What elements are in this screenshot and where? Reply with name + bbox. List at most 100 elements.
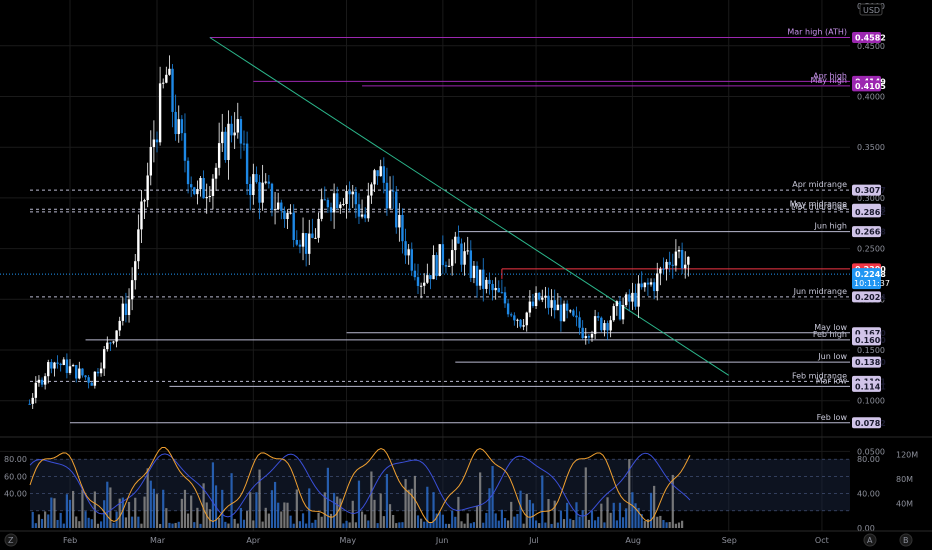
volume-bar <box>301 513 305 528</box>
volume-bar <box>547 499 550 528</box>
candle-body <box>494 287 497 291</box>
level-price-value: 0.0782 <box>855 419 886 428</box>
level-price-tag: 0.4582 <box>852 31 886 43</box>
volume-bar <box>500 509 503 528</box>
candle-body <box>177 119 180 135</box>
volume-bar <box>572 520 575 528</box>
candle-body <box>680 250 684 269</box>
volume-bar <box>668 522 671 528</box>
candle-body <box>59 363 62 365</box>
candle-body <box>497 287 500 293</box>
level-name: Mar high (ATH) <box>787 27 847 36</box>
volume-bar <box>174 522 177 528</box>
candlesticks <box>28 55 690 409</box>
candle-body <box>205 196 208 199</box>
volume-bar <box>339 498 342 528</box>
volume-bar <box>323 492 326 528</box>
candle-body <box>106 342 109 350</box>
volume-bar <box>267 513 270 528</box>
volume-bar <box>351 500 354 528</box>
volume-bar <box>525 493 528 528</box>
candle-body <box>109 342 112 344</box>
volume-bar <box>534 520 538 528</box>
level-name: May high <box>810 76 847 85</box>
volume-bar <box>538 523 541 528</box>
candle-body <box>354 191 358 205</box>
candle-body <box>171 68 174 112</box>
volume-bar <box>146 468 149 528</box>
volume-bar <box>44 511 47 528</box>
candle-body <box>211 178 215 196</box>
candle-body <box>379 166 382 177</box>
volume-bar <box>134 497 137 528</box>
volume-bar <box>441 514 444 528</box>
candle-body <box>363 214 367 219</box>
volume-bar <box>609 512 612 528</box>
currency-badge[interactable] <box>859 3 883 16</box>
volume-bar <box>618 502 622 528</box>
candle-body <box>556 304 560 311</box>
volume-bar <box>171 523 174 528</box>
volume-bar <box>329 513 333 528</box>
candle-body <box>612 306 615 321</box>
candle-body <box>214 167 218 179</box>
candle-body <box>286 212 289 220</box>
auto-scale-button[interactable]: A <box>863 533 877 547</box>
log-scale-button[interactable]: B <box>899 533 913 547</box>
level-price-value: 0.4582 <box>855 33 886 42</box>
volume-bar <box>320 516 323 528</box>
candle-body <box>140 201 143 230</box>
candle-body <box>329 207 333 213</box>
trendline-layer <box>209 37 729 376</box>
volume-bar <box>485 512 488 528</box>
zoom-button[interactable]: Z <box>4 533 18 547</box>
candle-body <box>121 303 125 321</box>
volume-bar <box>233 518 236 528</box>
volume-bar <box>681 520 684 528</box>
level-name: Jun midrange <box>793 287 847 296</box>
level-price-value: 0.4105 <box>855 82 886 91</box>
candle-body <box>516 319 519 321</box>
trendline[interactable] <box>209 37 729 376</box>
volume-bar <box>628 459 631 528</box>
volume-bar <box>152 488 155 528</box>
candle-body <box>506 303 510 315</box>
volume-bar <box>528 499 531 528</box>
candle-body <box>47 362 50 377</box>
volume-bar <box>600 503 603 528</box>
volume-bar <box>239 507 242 528</box>
candle-body <box>491 283 494 291</box>
candle-body <box>264 181 267 183</box>
volume-bar <box>109 487 112 528</box>
candle-body <box>373 170 376 185</box>
candle-body <box>463 251 466 265</box>
volume-bar <box>597 516 600 528</box>
volume-bar <box>311 522 314 528</box>
candle-body <box>398 214 401 228</box>
level-price-value: 0.2668 <box>855 228 886 237</box>
candle-body <box>615 301 619 307</box>
candle-body <box>152 139 156 147</box>
volume-bar <box>183 489 187 528</box>
candle-body <box>295 239 299 245</box>
volume-bar <box>143 496 146 528</box>
candle-body <box>401 214 404 242</box>
candle-body <box>249 184 252 196</box>
currency-label: USD <box>863 6 880 15</box>
volume-bar <box>283 502 286 528</box>
candle-body <box>332 193 336 213</box>
candle-body <box>50 362 53 369</box>
time-axis[interactable]: Feb Mar Apr May Jun Jul Aug Sep Oct <box>63 536 829 545</box>
candle-body <box>43 376 47 385</box>
volume-bar <box>308 488 311 528</box>
candle-body <box>183 133 187 161</box>
time-label: Jul <box>528 536 539 545</box>
volume-bar <box>479 472 482 528</box>
volume-bar <box>575 502 578 528</box>
volume-bar <box>385 474 389 528</box>
candle-body <box>388 190 392 209</box>
oscillator-d-line <box>29 452 691 518</box>
volume-bar <box>382 516 385 528</box>
volume-bar <box>435 513 438 528</box>
